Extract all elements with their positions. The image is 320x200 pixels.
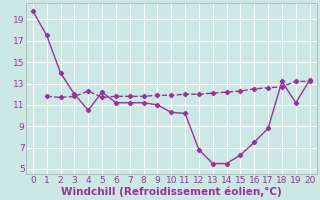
X-axis label: Windchill (Refroidissement éolien,°C): Windchill (Refroidissement éolien,°C) xyxy=(61,186,282,197)
